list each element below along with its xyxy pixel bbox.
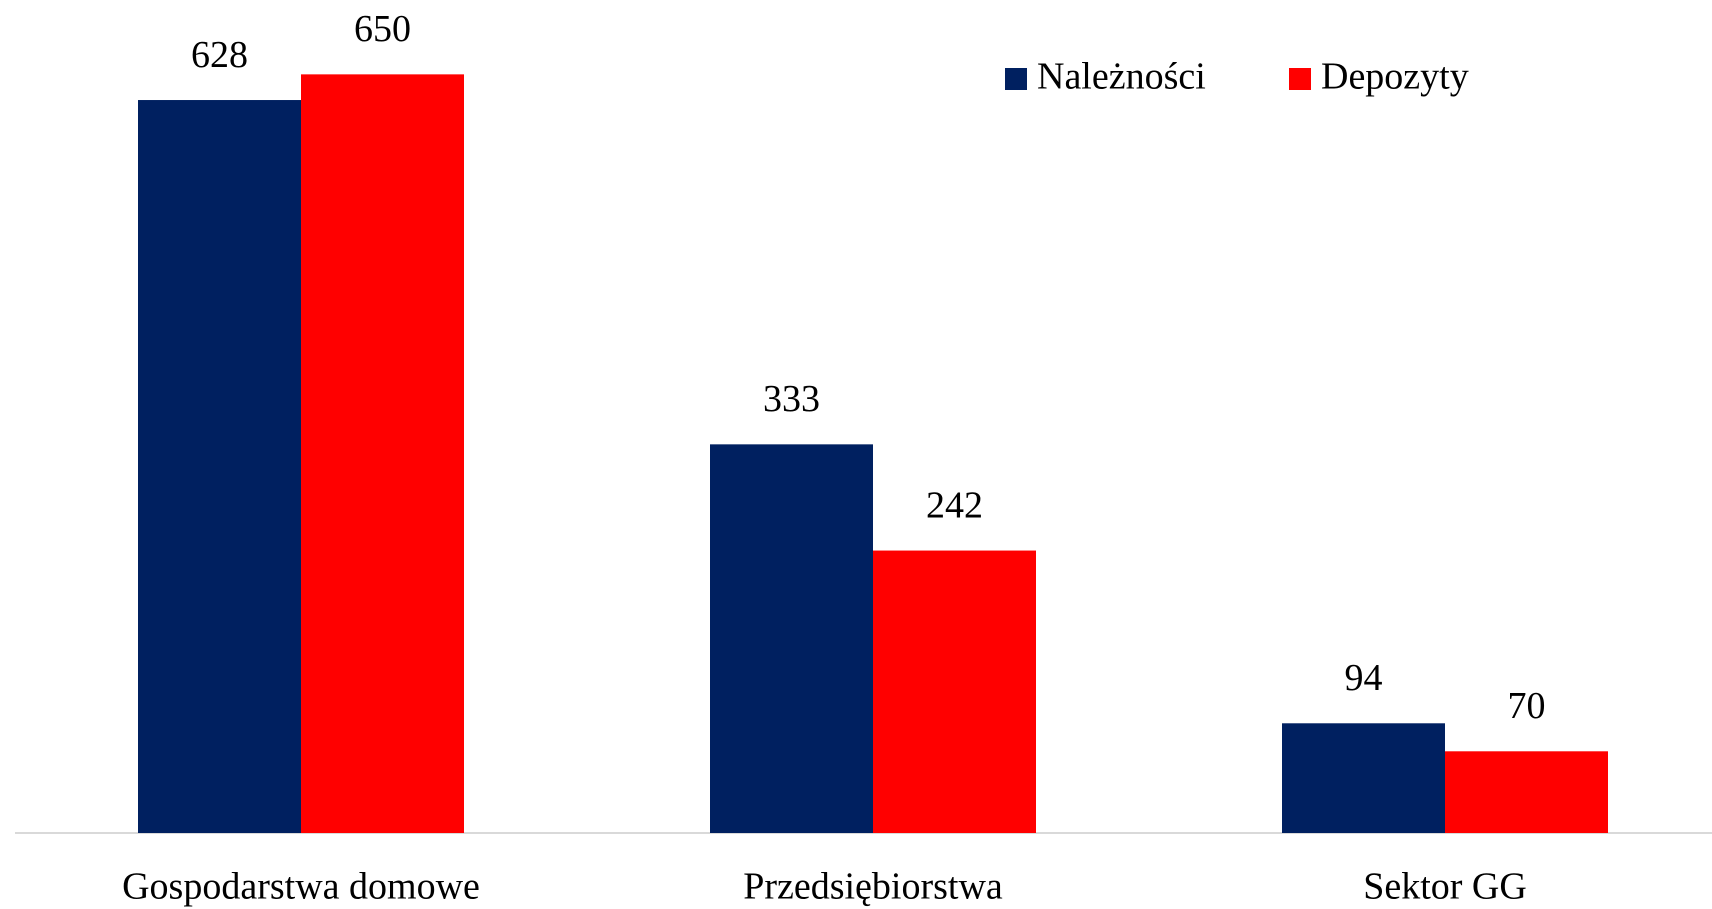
value-label: 628: [191, 34, 248, 76]
legend-swatch: [1005, 68, 1027, 90]
legend-label: Depozyty: [1321, 56, 1469, 98]
legend-swatch: [1289, 68, 1311, 90]
legend-label: Należności: [1037, 56, 1206, 98]
value-label: 70: [1508, 685, 1546, 727]
x-tick-label: Gospodarstwa domowe: [122, 866, 480, 908]
x-tick-label: Przedsiębiorstwa: [743, 866, 1003, 908]
bar: [873, 550, 1036, 833]
bar: [710, 444, 873, 833]
value-label: 94: [1345, 657, 1383, 699]
value-label: 242: [926, 484, 983, 526]
bar: [1282, 723, 1445, 833]
bar: [138, 100, 301, 833]
x-tick-label: Sektor GG: [1363, 866, 1527, 908]
value-label: 333: [763, 378, 820, 420]
bar: [1445, 751, 1608, 833]
bar: [301, 74, 464, 834]
value-label: 650: [354, 8, 411, 50]
